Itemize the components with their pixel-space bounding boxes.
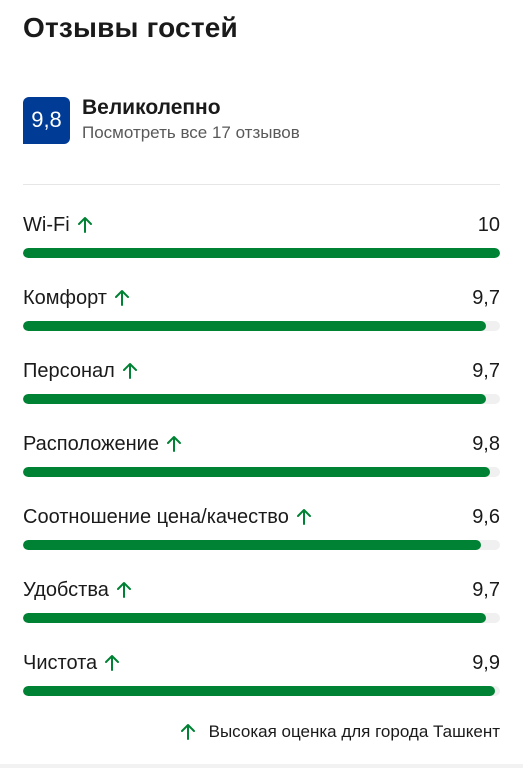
arrow-up-icon: [77, 217, 92, 233]
score-bar-track: [23, 686, 500, 696]
category-header: Соотношение цена/качество 9,6: [23, 502, 500, 532]
category-label-group: Персонал: [23, 360, 139, 383]
summary-text: Великолепно Посмотреть все 17 отзывов: [82, 96, 300, 144]
score-bar-track: [23, 248, 500, 258]
category-label: Расположение: [23, 432, 159, 455]
category-label-group: Чистота: [23, 652, 121, 675]
see-all-reviews-link[interactable]: Посмотреть все 17 отзывов: [82, 123, 300, 142]
category-label: Удобства: [23, 578, 109, 601]
category-row: Персонал 9,7: [23, 356, 500, 429]
score-bar-fill: [23, 248, 500, 258]
score-bar-track: [23, 613, 500, 623]
review-summary[interactable]: 9,8 Великолепно Посмотреть все 17 отзыво…: [23, 96, 300, 144]
category-label-group: Соотношение цена/качество: [23, 506, 313, 529]
category-row: Чистота 9,9: [23, 648, 500, 721]
arrow-up-icon: [180, 724, 195, 740]
category-label-group: Комфорт: [23, 287, 131, 310]
score-bar-track: [23, 467, 500, 477]
score-bar-track: [23, 394, 500, 404]
category-score: 10: [477, 213, 500, 236]
section-title: Отзывы гостей: [23, 12, 238, 43]
score-bar-fill: [23, 686, 496, 696]
category-header: Комфорт 9,7: [23, 283, 500, 313]
arrow-up-icon: [166, 436, 181, 452]
category-scores-list: Wi-Fi 10 Комфорт 9,7 Персонал 9,7 Расположение…: [23, 210, 500, 721]
score-bar-fill: [23, 321, 486, 331]
bottom-divider: [0, 764, 523, 768]
category-header: Расположение 9,8: [23, 429, 500, 459]
category-label: Соотношение цена/качество: [23, 505, 289, 528]
category-label: Персонал: [23, 359, 115, 382]
category-score: 9,9: [472, 651, 500, 674]
category-row: Расположение 9,8: [23, 429, 500, 502]
category-header: Удобства 9,7: [23, 575, 500, 605]
category-row: Комфорт 9,7: [23, 283, 500, 356]
category-score: 9,7: [472, 359, 500, 382]
arrow-up-icon: [296, 509, 311, 525]
score-bar-track: [23, 321, 500, 331]
category-row: Удобства 9,7: [23, 575, 500, 648]
divider: [23, 184, 500, 185]
footnote: Высокая оценка для города Ташкент: [179, 722, 500, 742]
verdict-label: Великолепно: [82, 96, 221, 119]
score-bar-fill: [23, 467, 491, 477]
category-label: Чистота: [23, 651, 98, 674]
arrow-up-icon: [122, 363, 137, 379]
arrow-up-icon: [116, 582, 131, 598]
score-bar-track: [23, 540, 500, 550]
category-row: Соотношение цена/качество 9,6: [23, 502, 500, 575]
arrow-up-icon: [114, 290, 129, 306]
score-bar-fill: [23, 394, 486, 404]
category-label-group: Wi-Fi: [23, 214, 94, 237]
arrow-up-icon: [105, 655, 120, 671]
category-score: 9,7: [472, 286, 500, 309]
category-label: Wi-Fi: [23, 213, 70, 236]
category-label: Комфорт: [23, 286, 107, 309]
category-header: Wi-Fi 10: [23, 210, 500, 240]
category-header: Персонал 9,7: [23, 356, 500, 386]
footnote-text: Высокая оценка для города Ташкент: [208, 722, 500, 741]
category-header: Чистота 9,9: [23, 648, 500, 678]
category-score: 9,8: [472, 432, 500, 455]
category-score: 9,7: [472, 578, 500, 601]
category-score: 9,6: [472, 505, 500, 528]
category-label-group: Расположение: [23, 433, 183, 456]
score-bar-fill: [23, 540, 481, 550]
score-badge: 9,8: [23, 96, 70, 144]
score-bar-fill: [23, 613, 486, 623]
category-label-group: Удобства: [23, 579, 133, 602]
category-row: Wi-Fi 10: [23, 210, 500, 283]
